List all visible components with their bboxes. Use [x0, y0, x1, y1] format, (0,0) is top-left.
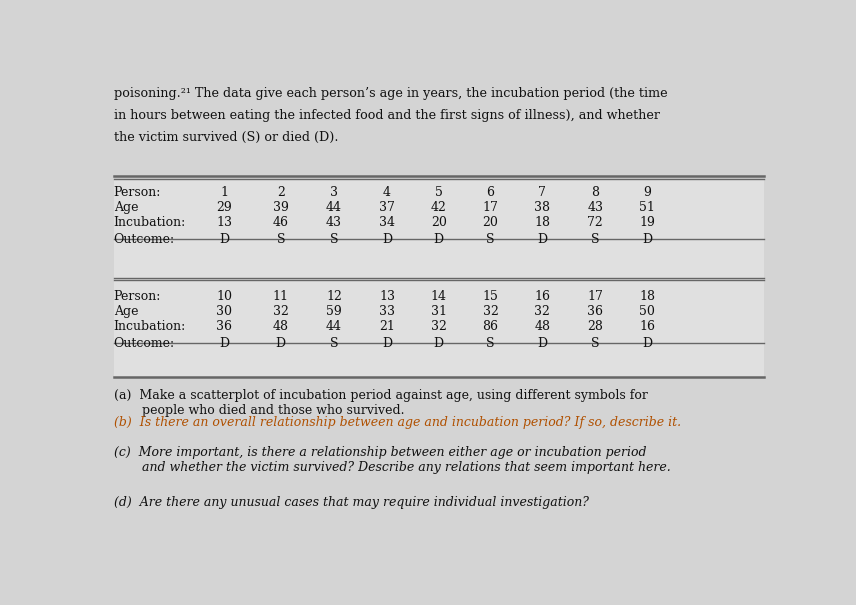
Text: 34: 34 — [379, 216, 395, 229]
Text: D: D — [276, 337, 286, 350]
Text: Outcome:: Outcome: — [114, 233, 175, 246]
Text: D: D — [382, 337, 392, 350]
Text: 33: 33 — [379, 305, 395, 318]
Text: 6: 6 — [486, 186, 495, 199]
Text: 36: 36 — [217, 320, 233, 333]
Text: 21: 21 — [379, 320, 395, 333]
Text: 18: 18 — [534, 216, 550, 229]
Text: (d)  Are there any unusual cases that may require individual investigation?: (d) Are there any unusual cases that may… — [114, 495, 589, 509]
Text: 10: 10 — [217, 290, 233, 302]
Text: 32: 32 — [273, 305, 288, 318]
Text: 5: 5 — [435, 186, 443, 199]
Text: D: D — [219, 233, 229, 246]
Text: D: D — [537, 233, 547, 246]
Text: poisoning.²¹ The data give each person’s age in years, the incubation period (th: poisoning.²¹ The data give each person’s… — [114, 87, 668, 100]
Text: 28: 28 — [587, 320, 603, 333]
Text: Incubation:: Incubation: — [114, 216, 186, 229]
Text: 7: 7 — [538, 186, 546, 199]
Text: Incubation:: Incubation: — [114, 320, 186, 333]
Text: 59: 59 — [326, 305, 342, 318]
Text: 17: 17 — [587, 290, 603, 302]
Text: 1: 1 — [221, 186, 229, 199]
Text: Person:: Person: — [114, 290, 161, 302]
Text: 48: 48 — [273, 320, 288, 333]
Text: 14: 14 — [431, 290, 447, 302]
Text: S: S — [486, 233, 495, 246]
Text: 15: 15 — [483, 290, 498, 302]
Text: 18: 18 — [639, 290, 655, 302]
Text: 11: 11 — [273, 290, 288, 302]
Text: in hours between eating the infected food and the first signs of illness), and w: in hours between eating the infected foo… — [114, 109, 660, 122]
Text: 20: 20 — [431, 216, 447, 229]
Text: 37: 37 — [379, 201, 395, 214]
Text: (b)  Is there an overall relationship between age and incubation period? If so, : (b) Is there an overall relationship bet… — [114, 416, 681, 430]
Text: 8: 8 — [591, 186, 599, 199]
Text: 20: 20 — [483, 216, 498, 229]
Text: 9: 9 — [643, 186, 651, 199]
Text: 2: 2 — [276, 186, 285, 199]
Text: (c)  More important, is there a relationship between either age or incubation pe: (c) More important, is there a relations… — [114, 446, 670, 474]
Text: 13: 13 — [217, 216, 233, 229]
Text: 39: 39 — [273, 201, 288, 214]
Text: 44: 44 — [326, 201, 342, 214]
Text: 16: 16 — [639, 320, 655, 333]
FancyBboxPatch shape — [114, 280, 764, 378]
Text: 32: 32 — [534, 305, 550, 318]
Text: 29: 29 — [217, 201, 232, 214]
Text: 12: 12 — [326, 290, 342, 302]
Text: 32: 32 — [483, 305, 498, 318]
Text: S: S — [276, 233, 285, 246]
Text: 46: 46 — [273, 216, 288, 229]
Text: 43: 43 — [326, 216, 342, 229]
Text: 31: 31 — [431, 305, 447, 318]
Text: D: D — [219, 337, 229, 350]
Text: Outcome:: Outcome: — [114, 337, 175, 350]
Text: D: D — [642, 233, 652, 246]
Text: 17: 17 — [483, 201, 498, 214]
Text: D: D — [537, 337, 547, 350]
Text: D: D — [642, 337, 652, 350]
Text: 43: 43 — [587, 201, 603, 214]
Text: 13: 13 — [379, 290, 395, 302]
Text: D: D — [434, 337, 443, 350]
Text: 72: 72 — [587, 216, 603, 229]
Text: 50: 50 — [639, 305, 655, 318]
Text: 38: 38 — [534, 201, 550, 214]
Text: 44: 44 — [326, 320, 342, 333]
Text: 51: 51 — [639, 201, 655, 214]
Text: D: D — [434, 233, 443, 246]
Text: S: S — [591, 233, 599, 246]
Text: 32: 32 — [431, 320, 447, 333]
Text: 16: 16 — [534, 290, 550, 302]
Text: Age: Age — [114, 201, 138, 214]
Text: 4: 4 — [383, 186, 391, 199]
Text: S: S — [486, 337, 495, 350]
Text: (a)  Make a scatterplot of incubation period against age, using different symbol: (a) Make a scatterplot of incubation per… — [114, 390, 647, 417]
Text: 36: 36 — [587, 305, 603, 318]
Text: Person:: Person: — [114, 186, 161, 199]
Text: 42: 42 — [431, 201, 447, 214]
Text: 19: 19 — [639, 216, 655, 229]
Text: S: S — [591, 337, 599, 350]
Text: 30: 30 — [217, 305, 233, 318]
Text: S: S — [330, 337, 338, 350]
Text: 3: 3 — [330, 186, 338, 199]
Text: D: D — [382, 233, 392, 246]
Text: 86: 86 — [483, 320, 498, 333]
Text: Age: Age — [114, 305, 138, 318]
FancyBboxPatch shape — [114, 179, 764, 280]
Text: 48: 48 — [534, 320, 550, 333]
Text: the victim survived (S) or died (D).: the victim survived (S) or died (D). — [114, 131, 338, 145]
Text: S: S — [330, 233, 338, 246]
